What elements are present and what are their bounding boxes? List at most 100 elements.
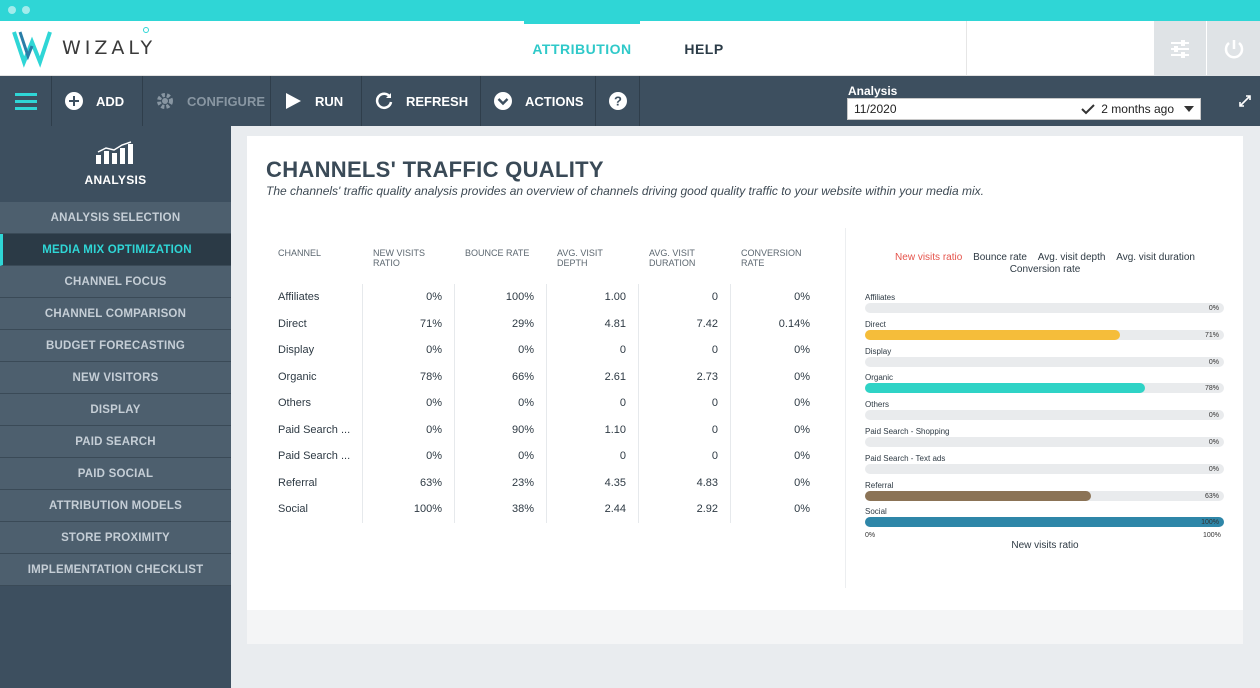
brand-mark	[143, 27, 149, 33]
sidebar-item-store-proximity[interactable]: STORE PROXIMITY	[0, 522, 231, 554]
bar-category-label: Others	[865, 400, 890, 410]
power-button[interactable]	[1207, 21, 1260, 76]
refresh-icon	[374, 91, 394, 111]
bar-track	[865, 329, 1224, 340]
sidebar-item-implementation-checklist[interactable]: IMPLEMENTATION CHECKLIST	[0, 554, 231, 586]
expand-button[interactable]	[1238, 94, 1252, 113]
sidebar-item-attribution-models[interactable]: ATTRIBUTION MODELS	[0, 490, 231, 522]
sidebar-header: ANALYSIS	[0, 126, 231, 202]
column-header[interactable]: CONVERSION RATE	[741, 248, 802, 268]
brand-name: WIZALY	[62, 37, 157, 59]
chevron-circle-icon	[493, 91, 513, 111]
table-cell-value: 0	[638, 390, 730, 417]
table-cell-value: 4.83	[638, 469, 730, 496]
bar-row: Paid Search - Text ads 0%	[865, 451, 1225, 478]
legend-item-new-visits-ratio[interactable]: New visits ratio	[895, 252, 963, 263]
sidebar-item-channel-comparison[interactable]: CHANNEL COMPARISON	[0, 298, 231, 330]
table-cell-channel: Others	[278, 397, 312, 410]
refresh-button[interactable]: REFRESH	[362, 76, 481, 126]
table-cell-value: 63%	[362, 469, 454, 496]
tab-attribution[interactable]: ATTRIBUTION	[524, 21, 640, 76]
table-cell-value: 0	[546, 390, 638, 417]
bar-track	[865, 436, 1224, 447]
table-cell-value: 0%	[730, 284, 822, 311]
bar-category-label: Referral	[865, 480, 894, 490]
legend-item-conversion-rate[interactable]: Conversion rate	[1009, 264, 1081, 275]
tab-help[interactable]: HELP	[684, 40, 724, 57]
traffic-quality-table: CHANNEL NEW VISITS RATIO BOUNCE RATE AVG…	[270, 240, 830, 523]
analysis-select[interactable]: 11/2020 2 months ago	[847, 98, 1201, 120]
table-cell-value: 4.35	[546, 469, 638, 496]
new-visits-bar-chart: Affiliates 0% Direct 71% Display 0% Organic 78%…	[865, 290, 1225, 531]
x-axis-title: New visits ratio	[1011, 540, 1079, 551]
column-header[interactable]: NEW VISITS RATIO	[373, 248, 426, 268]
table-body: Affiliates 0% 100% 1.00 0 0% Direct 71% 29% 4.81 7…	[270, 284, 830, 523]
help-button[interactable]: ?	[596, 76, 640, 126]
bar-row: Affiliates 0%	[865, 290, 1225, 317]
actions-button[interactable]: ACTIONS	[481, 76, 596, 126]
bar[interactable]	[865, 517, 1224, 528]
table-cell-value: 0%	[730, 496, 822, 523]
svg-text:?: ?	[614, 94, 622, 109]
sidebar-item-paid-social[interactable]: PAID SOCIAL	[0, 458, 231, 490]
table-cell-channel: Referral	[278, 476, 318, 489]
window-dot	[22, 6, 30, 14]
table-cell-value: 0%	[730, 443, 822, 470]
bar-category-label: Direct	[865, 319, 886, 329]
table-cell-value: 0%	[454, 337, 546, 364]
chart-legend: New visits ratio Bounce rate Avg. visit …	[865, 252, 1225, 276]
bar-row: Display 0%	[865, 344, 1225, 371]
bar-row: Others 0%	[865, 397, 1225, 424]
table-cell-value: 0	[638, 284, 730, 311]
legend-item-avg-visit-duration[interactable]: Avg. visit duration	[1116, 252, 1195, 263]
legend-item-bounce-rate[interactable]: Bounce rate	[973, 252, 1027, 263]
configure-label: CONFIGURE	[187, 93, 265, 109]
table-cell-channel: Social	[278, 503, 308, 516]
menu-button[interactable]	[0, 76, 52, 126]
sidebar-item-new-visitors[interactable]: NEW VISITORS	[0, 362, 231, 394]
run-button[interactable]: RUN	[271, 76, 362, 126]
table-cell-value: 0%	[454, 443, 546, 470]
table-cell-value: 1.00	[546, 284, 638, 311]
configure-button[interactable]: CONFIGURE	[143, 76, 271, 126]
sidebar-item-paid-search[interactable]: PAID SEARCH	[0, 426, 231, 458]
table-cell-channel: Direct	[278, 317, 307, 330]
sidebar: ANALYSIS ANALYSIS SELECTION MEDIA MIX OP…	[0, 126, 231, 688]
check-icon	[1081, 104, 1095, 115]
sidebar-item-budget-forecasting[interactable]: BUDGET FORECASTING	[0, 330, 231, 362]
chevron-down-icon	[1184, 106, 1194, 112]
column-header[interactable]: CHANNEL	[278, 248, 322, 258]
sidebar-item-display[interactable]: DISPLAY	[0, 394, 231, 426]
column-header[interactable]: BOUNCE RATE	[465, 248, 530, 258]
top-header: WIZALY ATTRIBUTION HELP	[0, 21, 1260, 76]
bar-value-label: 0%	[1208, 465, 1219, 473]
table-row: Direct 71% 29% 4.81 7.42 0.14%	[270, 310, 830, 337]
legend-item-avg-visit-depth[interactable]: Avg. visit depth	[1037, 252, 1106, 263]
table-cell-value: 0%	[730, 469, 822, 496]
bar-value-label: 0%	[1208, 438, 1219, 446]
bar-track	[865, 410, 1224, 421]
bar-category-label: Organic	[865, 373, 894, 383]
sidebar-item-media-mix-optimization[interactable]: MEDIA MIX OPTIMIZATION	[0, 234, 231, 266]
bar-value-label: 0%	[1208, 412, 1219, 420]
plus-circle-icon	[64, 91, 84, 111]
column-header[interactable]: AVG. VISIT DEPTH	[557, 248, 603, 268]
settings-sliders-icon	[1171, 39, 1189, 58]
bar[interactable]	[865, 329, 1120, 340]
table-cell-value: 0%	[362, 416, 454, 443]
sidebar-item-analysis-selection[interactable]: ANALYSIS SELECTION	[0, 202, 231, 234]
table-cell-channel: Organic	[278, 370, 317, 383]
bar[interactable]	[865, 383, 1146, 394]
bar-track	[865, 356, 1224, 367]
add-button[interactable]: ADD	[52, 76, 143, 126]
table-cell-value: 0.14%	[730, 310, 822, 337]
brand-logo[interactable]: WIZALY	[12, 27, 156, 69]
bar-row: Social 100%	[865, 504, 1225, 531]
bar[interactable]	[865, 490, 1092, 501]
settings-button[interactable]	[1154, 21, 1206, 76]
analysis-age: 2 months ago	[1081, 102, 1174, 116]
table-cell-value: 2.73	[638, 363, 730, 390]
column-header[interactable]: AVG. VISIT DURATION	[649, 248, 696, 268]
sidebar-item-channel-focus[interactable]: CHANNEL FOCUS	[0, 266, 231, 298]
bar-category-label: Social	[865, 507, 887, 517]
